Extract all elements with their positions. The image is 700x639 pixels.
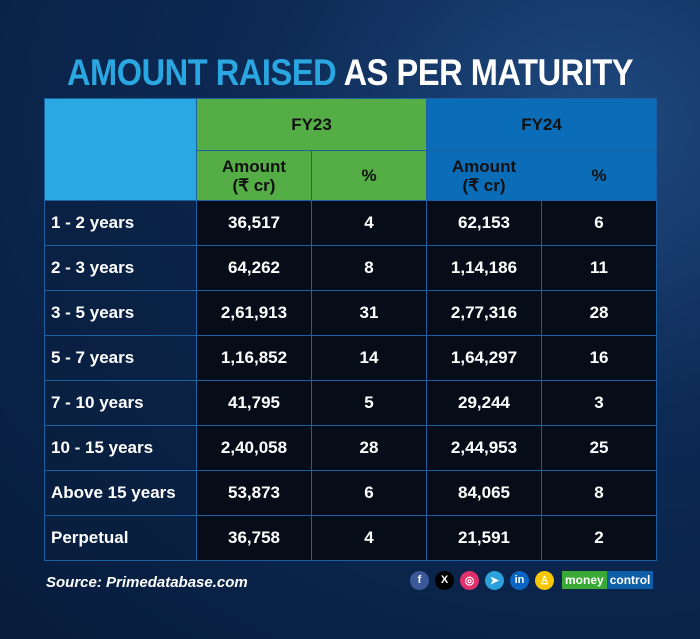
fy23-amount-cell: 2,40,058 bbox=[196, 425, 312, 471]
fy24-amount-cell: 21,591 bbox=[426, 515, 543, 561]
header-fy24: FY24 bbox=[426, 98, 658, 151]
title-highlight: AMOUNT RAISED bbox=[66, 52, 337, 93]
fy24-pct-cell: 28 bbox=[541, 290, 658, 336]
fy24-amount-cell: 1,14,186 bbox=[426, 245, 543, 291]
fy23-amount-cell: 36,517 bbox=[196, 200, 312, 246]
table-row: 1 - 2 years 36,517 4 62,153 6 bbox=[44, 200, 658, 246]
fy23-amount-cell: 64,262 bbox=[196, 245, 312, 291]
header-fy23: FY23 bbox=[195, 98, 428, 151]
moneycontrol-logo: money control bbox=[562, 570, 654, 590]
fy24-pct-cell: 16 bbox=[541, 335, 658, 381]
header-fy23-pct: % bbox=[310, 150, 428, 201]
table-row: 3 - 5 years 2,61,913 31 2,77,316 28 bbox=[44, 290, 658, 336]
fy23-amount-cell: 53,873 bbox=[196, 470, 312, 516]
table-row: Perpetual 36,758 4 21,591 2 bbox=[44, 515, 658, 561]
header-fy24-amount: Amount (₹ cr) bbox=[426, 150, 543, 201]
fy24-amount-cell: 2,44,953 bbox=[426, 425, 543, 471]
table-row: 10 - 15 years 2,40,058 28 2,44,953 25 bbox=[44, 425, 658, 471]
linkedin-icon[interactable]: in bbox=[510, 570, 529, 590]
table-row: Above 15 years 53,873 6 84,065 8 bbox=[44, 470, 658, 516]
fy24-amount-cell: 29,244 bbox=[426, 380, 543, 426]
row-label: 3 - 5 years bbox=[44, 290, 197, 336]
source-note: Source: Primedatabase.com bbox=[46, 574, 248, 591]
row-label: 5 - 7 years bbox=[44, 335, 197, 381]
row-label: 7 - 10 years bbox=[44, 380, 197, 426]
fy23-pct-cell: 31 bbox=[310, 290, 428, 336]
fy23-amount-cell: 1,16,852 bbox=[196, 335, 312, 381]
telegram-icon[interactable]: ➤ bbox=[485, 570, 504, 590]
logo-control: control bbox=[606, 571, 654, 589]
fy23-pct-cell: 4 bbox=[310, 515, 428, 561]
fy23-pct-cell: 5 bbox=[310, 380, 428, 426]
fy23-pct-cell: 14 bbox=[310, 335, 428, 381]
title-rest: AS PER MATURITY bbox=[343, 52, 634, 93]
logo-money: money bbox=[562, 571, 607, 589]
x-icon[interactable]: X bbox=[435, 570, 454, 590]
instagram-icon[interactable]: ◎ bbox=[460, 570, 479, 590]
fy24-amount-cell: 62,153 bbox=[426, 200, 543, 246]
header-fy24-pct: % bbox=[541, 150, 658, 201]
row-label: 2 - 3 years bbox=[44, 245, 197, 291]
row-label: Perpetual bbox=[44, 515, 197, 561]
social-icons: f X ◎ ➤ in ♙ money control bbox=[410, 570, 654, 590]
fy23-amount-cell: 2,61,913 bbox=[196, 290, 312, 336]
row-label: 10 - 15 years bbox=[44, 425, 197, 471]
fy23-pct-cell: 4 bbox=[310, 200, 428, 246]
table-row: 7 - 10 years 41,795 5 29,244 3 bbox=[44, 380, 658, 426]
maturity-table: FY23 FY24 Amount (₹ cr) % Amount (₹ cr) % … bbox=[44, 98, 658, 561]
fy24-pct-cell: 6 bbox=[541, 200, 658, 246]
fy24-amount-cell: 2,77,316 bbox=[426, 290, 543, 336]
snapchat-icon[interactable]: ♙ bbox=[535, 570, 554, 590]
facebook-icon[interactable]: f bbox=[410, 570, 429, 590]
header-fy23-amount: Amount (₹ cr) bbox=[196, 150, 312, 201]
header-blank bbox=[44, 98, 197, 201]
table-row: 5 - 7 years 1,16,852 14 1,64,297 16 bbox=[44, 335, 658, 381]
table-row: 2 - 3 years 64,262 8 1,14,186 11 bbox=[44, 245, 658, 291]
row-label: 1 - 2 years bbox=[44, 200, 197, 246]
row-label: Above 15 years bbox=[44, 470, 197, 516]
fy24-pct-cell: 11 bbox=[541, 245, 658, 291]
fy24-pct-cell: 3 bbox=[541, 380, 658, 426]
fy23-amount-cell: 41,795 bbox=[196, 380, 312, 426]
fy24-amount-cell: 84,065 bbox=[426, 470, 543, 516]
page-title: AMOUNT RAISED AS PER MATURITY bbox=[42, 52, 658, 94]
fy24-pct-cell: 25 bbox=[541, 425, 658, 471]
fy23-pct-cell: 28 bbox=[310, 425, 428, 471]
fy23-pct-cell: 6 bbox=[310, 470, 428, 516]
fy23-pct-cell: 8 bbox=[310, 245, 428, 291]
fy24-pct-cell: 2 bbox=[541, 515, 658, 561]
fy24-pct-cell: 8 bbox=[541, 470, 658, 516]
fy23-amount-cell: 36,758 bbox=[196, 515, 312, 561]
fy24-amount-cell: 1,64,297 bbox=[426, 335, 543, 381]
